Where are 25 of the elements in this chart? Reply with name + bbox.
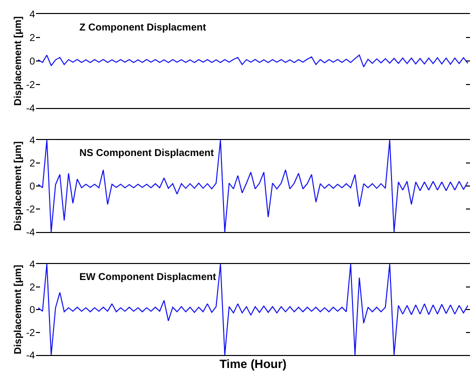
y-axis-title: Displacement [μm] (13, 264, 24, 354)
y-tick-label: 2 (29, 158, 36, 170)
text: NS Component Displacment (79, 148, 215, 160)
y-tick-label: 0 (29, 182, 36, 192)
y-tick-label: -2 (26, 80, 36, 91)
y-tick-label: 0 (29, 56, 36, 68)
y-tick-label: -4 (26, 350, 36, 362)
text: Z Component Displacment (79, 22, 207, 34)
y-tick-label: 0 (29, 305, 36, 316)
y-tick-label: 2 (29, 282, 36, 294)
y-axis-title: Displacement [μm] (13, 141, 24, 231)
y-tick-label: -4 (26, 104, 36, 114)
line-series (38, 54, 468, 68)
y-tick-label: 4 (29, 260, 36, 270)
y-tick-label: -2 (26, 328, 36, 339)
y-tick-label: -2 (26, 204, 36, 216)
line-series (38, 264, 468, 355)
y-tick-label: 4 (29, 10, 36, 20)
y-tick-label: -4 (26, 228, 36, 238)
y-axis-title: Displacement [μm] (13, 16, 24, 106)
y-tick-label: 4 (29, 136, 36, 146)
y-tick-label: 2 (29, 33, 36, 44)
line-series (38, 140, 468, 232)
text: EW Component Displacment (79, 272, 217, 284)
x-axis-title: Time (Hour) (219, 356, 287, 371)
